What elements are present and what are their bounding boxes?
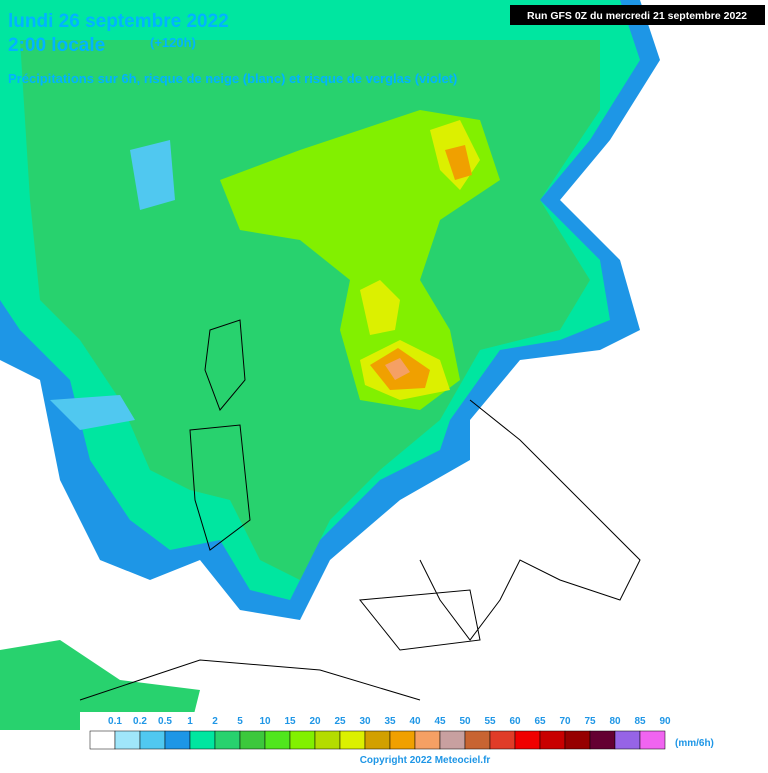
legend-swatch <box>464 730 491 750</box>
precip-zone <box>220 110 500 410</box>
legend-swatch <box>364 730 391 750</box>
time-label: 2:00 locale <box>8 35 105 56</box>
precip-zone <box>0 640 200 730</box>
lead-label: (+120h) <box>150 35 196 50</box>
legend-label: 70 <box>559 716 571 727</box>
legend-swatch <box>439 730 466 750</box>
legend-swatch <box>414 730 441 750</box>
legend-label: 0.2 <box>133 716 147 727</box>
legend-swatch <box>489 730 516 750</box>
legend-swatch <box>239 730 266 750</box>
legend-label: 55 <box>484 716 496 727</box>
date-label: lundi 26 septembre 2022 <box>8 11 229 32</box>
legend-label: 75 <box>584 716 596 727</box>
legend-label: 25 <box>334 716 346 727</box>
legend-swatch <box>639 730 666 750</box>
run-box <box>510 5 765 25</box>
legend-swatch <box>514 730 541 750</box>
coastline <box>79 319 641 701</box>
copyright: Copyright 2022 Meteociel.fr <box>360 755 491 766</box>
legend-label: 5 <box>237 716 243 727</box>
legend-label: 0.1 <box>108 716 122 727</box>
legend-swatch <box>564 730 591 750</box>
legend-label: 80 <box>609 716 621 727</box>
legend-label: 85 <box>634 716 646 727</box>
legend-label: 90 <box>659 716 671 727</box>
legend-label: 30 <box>359 716 371 727</box>
subtitle: Précipitations sur 6h, risque de neige (… <box>8 71 457 86</box>
legend-label: 10 <box>259 716 271 727</box>
legend-label: 0.5 <box>158 716 172 727</box>
precip-zone <box>370 145 472 390</box>
legend-swatch <box>189 730 216 750</box>
legend-swatch <box>339 730 366 750</box>
legend-label: 65 <box>534 716 546 727</box>
legend-label: 60 <box>509 716 521 727</box>
legend-swatch <box>89 730 116 750</box>
legend-unit: (mm/6h) <box>675 738 714 749</box>
precip-zone <box>360 120 480 400</box>
legend-swatch <box>164 730 191 750</box>
legend-label: 40 <box>409 716 421 727</box>
legend: 0.1 0.2 0.5 1 2 5 10 15 20 25 30 35 40 45 50 55 60 65 70 75… <box>89 716 671 750</box>
legend-swatch <box>589 730 616 750</box>
legend-label: 50 <box>459 716 471 727</box>
legend-swatch <box>214 730 241 750</box>
legend-label: 15 <box>284 716 296 727</box>
legend-swatch <box>539 730 566 750</box>
precip-zone <box>50 140 175 430</box>
legend-label: 45 <box>434 716 446 727</box>
precip-zone <box>385 358 410 380</box>
legend-swatch <box>389 730 416 750</box>
legend-swatch <box>264 730 291 750</box>
legend-label: 20 <box>309 716 321 727</box>
run-label: Run GFS 0Z du mercredi 21 septembre 2022 <box>527 10 747 22</box>
legend-swatch <box>114 730 141 750</box>
legend-label: 1 <box>187 716 193 727</box>
legend-label: 35 <box>384 716 396 727</box>
legend-swatch <box>314 730 341 750</box>
legend-swatch <box>289 730 316 750</box>
legend-label: 2 <box>212 716 218 727</box>
legend-swatch <box>139 730 166 750</box>
legend-swatch <box>614 730 641 750</box>
